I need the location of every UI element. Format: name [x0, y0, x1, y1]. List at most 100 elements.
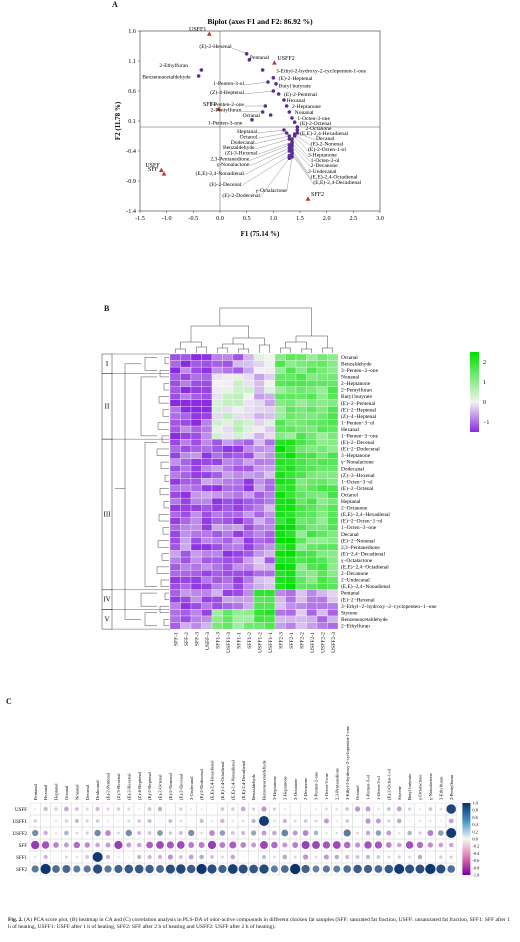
heatmap-cell	[243, 602, 255, 610]
matrix-col-label: 2-Heptanone	[282, 776, 287, 800]
x-tick-label: -0.5	[188, 215, 198, 222]
heatmap-row-label: Decanal	[341, 532, 359, 538]
heatmap-cell	[306, 569, 318, 577]
heatmap-cell	[316, 478, 328, 486]
heatmap-cell	[327, 373, 339, 381]
correlation-dot	[147, 818, 152, 824]
heatmap-cell	[264, 543, 276, 551]
heatmap-cell	[222, 399, 234, 407]
compound-point	[271, 76, 276, 80]
correlation-dot	[126, 842, 132, 848]
compound-label: (Z)-4-Heptenal	[210, 89, 244, 96]
colorbar-tick-label: 0.6	[472, 815, 478, 820]
correlation-dot	[251, 807, 256, 811]
heatmap-cell	[169, 504, 181, 512]
heatmap-cell	[232, 380, 244, 387]
heatmap-cell	[285, 471, 297, 479]
heatmap-cell	[285, 425, 297, 433]
correlation-dot	[54, 819, 58, 823]
heatmap-cell	[327, 504, 339, 512]
compound-label: γ-Octalactone	[255, 188, 288, 194]
heatmap-cell	[190, 360, 202, 368]
heatmap-cell	[180, 380, 192, 387]
correlation-dot	[438, 830, 444, 836]
heatmap-row-label: 1−Octen−3−ol	[341, 479, 373, 485]
compound-point	[250, 118, 254, 122]
heatmap-cell	[316, 543, 328, 551]
heatmap-cell	[316, 406, 328, 414]
correlation-dot	[322, 841, 331, 849]
heatmap-cell	[180, 511, 192, 518]
correlation-dot	[448, 842, 454, 848]
heatmap-cell	[180, 412, 192, 420]
colorbar-tick-label: -0.6	[472, 858, 480, 863]
heatmap-cell	[222, 589, 234, 597]
heatmap-cell	[285, 438, 297, 446]
heatmap-cell	[274, 609, 286, 617]
correlation-dot	[293, 855, 297, 859]
compound-label: 2-Ethylfuran	[159, 62, 188, 69]
heatmap-cell	[201, 504, 213, 512]
heatmap-cell	[222, 419, 234, 427]
cluster-label: V	[104, 615, 109, 623]
heatmap-cell	[316, 419, 328, 427]
heatmap-cell	[243, 478, 255, 486]
heatmap-cell	[295, 438, 307, 446]
dendrogram-branch	[160, 579, 169, 587]
heatmap-cell	[306, 393, 318, 401]
correlation-dot	[405, 841, 414, 849]
dendrogram-branch	[163, 501, 169, 509]
heatmap-cell	[285, 458, 297, 466]
x-tick-label: -1.0	[162, 215, 172, 222]
heatmap-cell	[180, 399, 192, 407]
correlation-dot	[55, 856, 57, 858]
heatmap-cell	[180, 615, 192, 623]
matrix-col-label: Styrene	[397, 786, 402, 800]
matrix-col-label: (E)-2-Heptenal	[147, 771, 152, 800]
x-tick-label: 0.0	[216, 215, 224, 222]
compound-point	[284, 131, 289, 135]
correlation-dot	[168, 831, 173, 835]
heatmap-cell	[169, 537, 181, 545]
dendrogram-branch	[163, 619, 169, 627]
heatmap-cell	[285, 609, 297, 617]
heatmap-cell	[306, 412, 318, 420]
heatmap-cell	[327, 393, 339, 401]
heatmap-cell	[169, 438, 181, 446]
correlation-dot	[166, 841, 175, 849]
heatmap-row-label: 2−Octanone	[341, 506, 368, 512]
heatmap-cell	[243, 563, 255, 571]
heatmap-cell	[253, 491, 265, 499]
matrix-col-label: (E)-2-Nonenal	[168, 772, 173, 800]
sample-label: SFF1	[203, 102, 216, 108]
correlation-dot	[53, 842, 59, 848]
dendrogram-branch	[140, 376, 157, 437]
heatmap-cell	[222, 511, 234, 518]
heatmap-cell	[316, 622, 328, 630]
correlation-dot	[251, 818, 256, 824]
correlation-dot	[200, 807, 203, 811]
heatmap-cell	[232, 412, 244, 420]
heatmap-cell	[211, 569, 223, 577]
heatmap-cell	[253, 478, 265, 486]
heatmap-cell	[316, 471, 328, 479]
correlation-dot	[179, 819, 183, 823]
heatmap-cell	[253, 419, 265, 427]
heatmap-cell	[243, 399, 255, 407]
correlation-dot	[230, 831, 235, 835]
cluster-label: II	[105, 402, 110, 410]
dendrogram-branch	[162, 527, 169, 535]
heatmap-cell	[253, 471, 265, 479]
heatmap-cell	[285, 360, 297, 368]
heatmap-cell	[285, 615, 297, 623]
heatmap-cell	[253, 484, 265, 492]
heatmap-cell	[201, 615, 213, 623]
heatmap-cell	[327, 530, 339, 538]
heatmap-cell	[306, 517, 318, 525]
heatmap-row-label: (E)−2,4−Decadienal	[341, 550, 385, 557]
heatmap-cell	[211, 406, 223, 414]
correlation-dot	[32, 829, 39, 837]
x-tick-label: 3.0	[376, 215, 384, 222]
correlation-dot	[34, 807, 37, 811]
heatmap-cell	[253, 550, 265, 558]
